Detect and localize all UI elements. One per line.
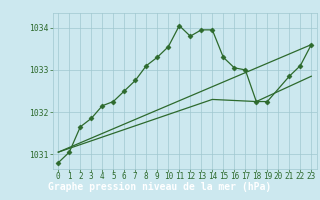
Text: Graphe pression niveau de la mer (hPa): Graphe pression niveau de la mer (hPa) [48, 182, 272, 192]
